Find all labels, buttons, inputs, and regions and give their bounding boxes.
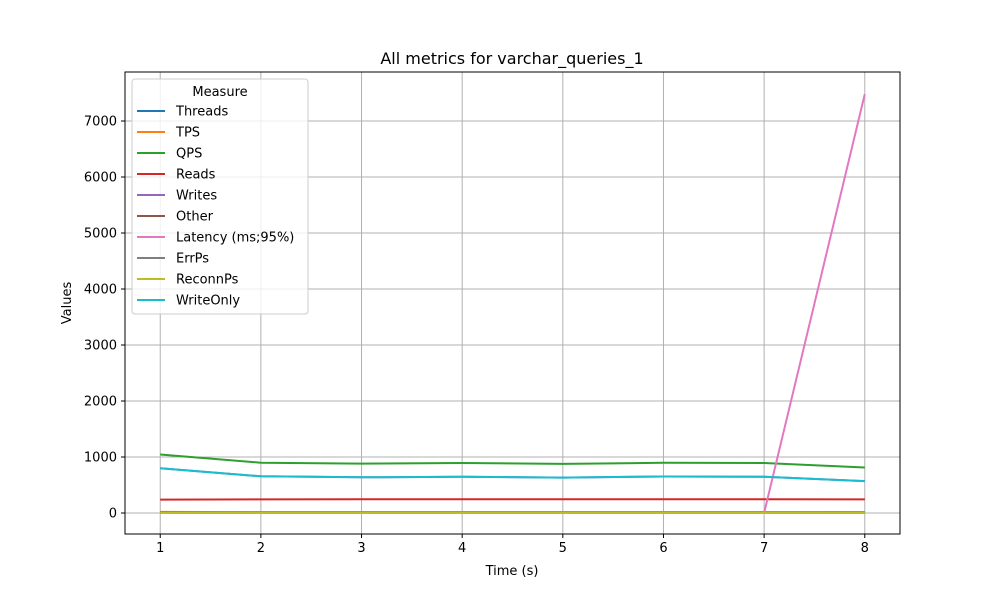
x-tick-label: 8 [861, 541, 869, 556]
y-tick-label: 4000 [84, 283, 117, 298]
y-tick-label: 1000 [84, 451, 117, 466]
legend-label-errps: ErrPs [176, 252, 209, 267]
y-tick-label: 6000 [84, 171, 117, 186]
y-axis-label: Values [60, 282, 75, 325]
legend: Measure Threads TPS QPS Reads Writes Other Lat… [132, 79, 308, 314]
legend-label-qps: QPS [176, 147, 202, 162]
x-tick-label: 7 [760, 541, 768, 556]
x-tick-label: 2 [257, 541, 265, 556]
legend-label-threads: Threads [175, 105, 228, 120]
x-axis-label: Time (s) [485, 564, 539, 579]
y-tick-label: 3000 [84, 339, 117, 354]
x-tick-label: 1 [156, 541, 164, 556]
x-tick-label: 6 [659, 541, 667, 556]
y-tick-label: 2000 [84, 395, 117, 410]
x-tick-label: 5 [559, 541, 567, 556]
legend-label-writeonly: WriteOnly [176, 294, 240, 309]
legend-label-reconnps: ReconnPs [176, 273, 239, 288]
legend-label-tps: TPS [175, 126, 200, 141]
x-tick-label: 3 [357, 541, 365, 556]
legend-label-latency-ms-95: Latency (ms;95%) [176, 231, 294, 246]
legend-label-writes: Writes [176, 189, 217, 204]
chart-title: All metrics for varchar_queries_1 [380, 49, 643, 69]
y-tick-label: 0 [109, 507, 117, 522]
legend-title: Measure [192, 85, 247, 100]
y-tick-label: 7000 [84, 115, 117, 130]
x-tick-label: 4 [458, 541, 466, 556]
y-tick-label: 5000 [84, 227, 117, 242]
legend-label-reads: Reads [176, 168, 216, 183]
legend-label-other: Other [176, 210, 214, 225]
